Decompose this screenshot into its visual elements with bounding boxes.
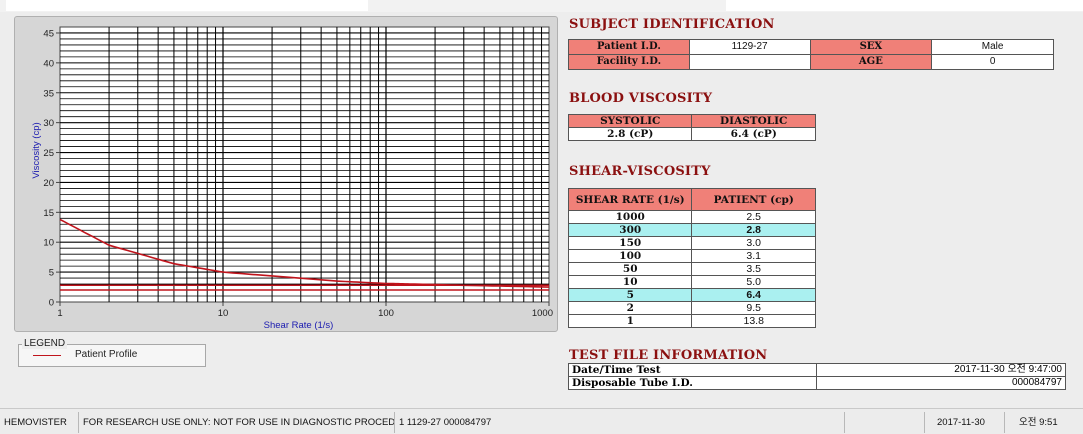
patient-cp-cell: 6.4 (691, 288, 816, 302)
shear-viscosity-row: 150 3.0 (567, 236, 816, 250)
status-notice: FOR RESEARCH USE ONLY: NOT FOR USE IN DI… (78, 412, 394, 433)
tube-id-value: 000084797 (816, 376, 1066, 390)
test-file-table: Date/Time Test 2017-11-30 오전 9:47:00 Dis… (568, 363, 1066, 390)
systolic-label: SYSTOLIC (567, 114, 693, 128)
y-tick-label: 0 (49, 298, 54, 309)
shear-rate-cell: 300 (567, 223, 693, 237)
shear-viscosity-row: 100 3.1 (567, 249, 816, 263)
test-file-title: TEST FILE INFORMATION (569, 348, 768, 363)
y-tick-label: 10 (43, 238, 54, 249)
patient-cp-cell: 9.5 (691, 301, 816, 315)
y-tick-label: 30 (43, 118, 54, 129)
y-tick-label: 5 (49, 268, 54, 279)
x-tick-label: 1 (57, 308, 62, 319)
patient-cp-cell: 2.8 (691, 223, 816, 237)
legend-box: Patient Profile (18, 344, 206, 367)
top-tab-strip (0, 0, 1083, 12)
sex-value: Male (931, 39, 1054, 55)
y-tick-label: 45 (43, 28, 54, 39)
status-time: 오전 9:51 (1004, 412, 1083, 433)
patient-id-value: 1129-27 (688, 39, 811, 55)
series-line-patient-profile (59, 218, 550, 288)
age-value: 0 (931, 54, 1054, 70)
shear-viscosity-row: 50 3.5 (567, 262, 816, 276)
x-tick-label: 100 (378, 308, 394, 319)
patient-cp-cell: 5.0 (691, 275, 816, 289)
y-tick-label: 40 (43, 58, 54, 69)
shear-rate-cell: 2 (567, 301, 693, 315)
tube-id-label: Disposable Tube I.D. (568, 376, 817, 390)
shear-rate-cell: 1000 (567, 210, 693, 224)
shear-viscosity-row: 1000 2.5 (567, 210, 816, 224)
legend-line-patient-profile (33, 355, 61, 356)
patient-id-label: Patient I.D. (568, 39, 690, 55)
age-label: AGE (809, 54, 933, 70)
viscosity-chart: 0 5 10 15 20 25 30 35 40 45 1 10 100 1000 Shear Rate (… (31, 26, 553, 331)
blood-viscosity-title: BLOOD VISCOSITY (569, 91, 713, 106)
shear-rate-cell: 100 (567, 249, 693, 263)
x-tick-label: 10 (218, 308, 229, 319)
x-tick-label: 1000 (532, 308, 553, 319)
patient-cp-cell: 3.5 (691, 262, 816, 276)
shear-viscosity-title: SHEAR-VISCOSITY (569, 164, 711, 179)
y-tick-label: 20 (43, 178, 54, 189)
subject-title: SUBJECT IDENTIFICATION (569, 17, 775, 32)
facility-id-label: Facility I.D. (568, 54, 690, 70)
blood-viscosity-table: SYSTOLIC DIASTOLIC 2.8 (cP) 6.4 (cP) (567, 114, 816, 141)
y-axis-label: Viscosity (cp) (31, 122, 42, 178)
top-tab-right[interactable] (726, 0, 1083, 11)
legend-title: LEGEND (22, 338, 68, 349)
shear-viscosity-row: 2 9.5 (567, 301, 816, 315)
status-blank (844, 412, 924, 433)
systolic-value: 2.8 (cP) (567, 127, 693, 141)
patient-cp-cell: 13.8 (691, 314, 816, 328)
y-tick-label: 25 (43, 148, 54, 159)
shear-viscosity-row: 1 13.8 (567, 314, 816, 328)
diastolic-label: DIASTOLIC (691, 114, 816, 128)
subject-table: Patient I.D. 1129-27 SEX Male Facility I… (568, 39, 1054, 70)
shear-viscosity-table: SHEAR RATE (1/s) PATIENT (cp) 1000 2.5 300… (567, 188, 816, 328)
shear-rate-header: SHEAR RATE (1/s) (567, 188, 693, 211)
facility-id-value (688, 54, 811, 70)
shear-rate-cell: 1 (567, 314, 693, 328)
status-app-name: HEMOVISTER (4, 417, 67, 428)
shear-viscosity-row: 300 2.8 (567, 223, 816, 237)
legend-label-patient-profile: Patient Profile (75, 349, 138, 360)
shear-rate-cell: 150 (567, 236, 693, 250)
top-tab-left[interactable] (6, 0, 368, 11)
diastolic-value: 6.4 (cP) (691, 127, 816, 141)
patient-cp-cell: 3.0 (691, 236, 816, 250)
patient-cp-header: PATIENT (cp) (691, 188, 816, 211)
shear-viscosity-row: 10 5.0 (567, 275, 816, 289)
shear-rate-cell: 50 (567, 262, 693, 276)
datetime-label: Date/Time Test (568, 363, 817, 377)
status-date: 2017-11-30 (924, 412, 1004, 433)
viscosity-chart-panel: 0 5 10 15 20 25 30 35 40 45 1 10 100 1000 Shear Rate (… (14, 16, 558, 332)
patient-cp-cell: 2.5 (691, 210, 816, 224)
patient-cp-cell: 3.1 (691, 249, 816, 263)
y-tick-label: 15 (43, 208, 54, 219)
status-record: 1 1129-27 000084797 (394, 412, 844, 433)
shear-rate-cell: 10 (567, 275, 693, 289)
sex-label: SEX (809, 39, 933, 55)
shear-rate-cell: 5 (567, 288, 693, 302)
datetime-value: 2017-11-30 오전 9:47:00 (816, 363, 1066, 377)
x-axis-label: Shear Rate (1/s) (264, 320, 334, 331)
shear-viscosity-row: 5 6.4 (567, 288, 816, 302)
y-tick-label: 35 (43, 88, 54, 99)
status-bar: HEMOVISTER FOR RESEARCH USE ONLY: NOT FO… (0, 408, 1083, 434)
